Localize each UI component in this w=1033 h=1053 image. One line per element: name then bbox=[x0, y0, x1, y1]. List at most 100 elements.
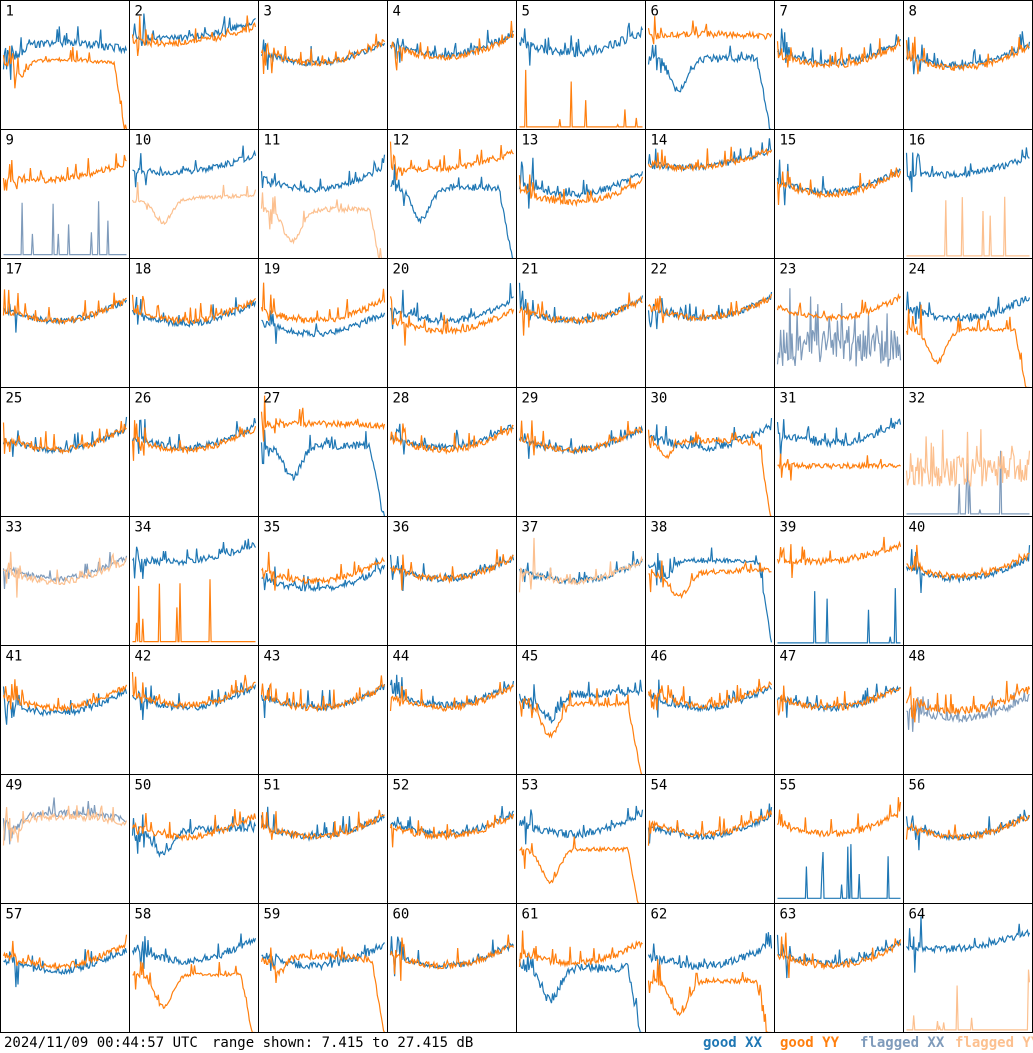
series-xx-line bbox=[905, 31, 1031, 75]
series-xx-line bbox=[2, 686, 128, 725]
panel-frame bbox=[258, 774, 388, 904]
series-xx-line bbox=[131, 814, 257, 859]
panel-frame bbox=[0, 903, 130, 1033]
panel-28: 28 bbox=[387, 387, 517, 517]
panel-50: 50 bbox=[129, 774, 259, 904]
panel-11: 11 bbox=[258, 129, 388, 259]
series-yy-line bbox=[905, 680, 1031, 723]
panel-27: 27 bbox=[258, 387, 388, 517]
series-xx-line bbox=[776, 417, 902, 459]
series-yy-line bbox=[906, 969, 1031, 1031]
panel-label: 3 bbox=[264, 4, 272, 20]
panel-frame bbox=[645, 129, 775, 259]
panel-label: 13 bbox=[522, 133, 539, 149]
series-xx-line bbox=[390, 164, 514, 259]
panel-30: 30 bbox=[645, 387, 775, 517]
panel-label: 5 bbox=[522, 4, 530, 20]
panel-label: 54 bbox=[651, 778, 668, 794]
series-xx-line bbox=[776, 288, 902, 367]
series-xx-line bbox=[906, 916, 1031, 973]
panel-frame bbox=[387, 0, 517, 130]
panel-frame bbox=[774, 387, 904, 517]
panel-37: 37 bbox=[516, 516, 646, 646]
panel-label: 27 bbox=[264, 391, 281, 407]
panel-frame bbox=[129, 387, 259, 517]
series-yy-line bbox=[647, 429, 772, 517]
panel-label: 15 bbox=[780, 133, 797, 149]
panel-46: 46 bbox=[645, 645, 775, 775]
series-yy-line bbox=[389, 423, 514, 455]
panel-52: 52 bbox=[387, 774, 517, 904]
series-yy-line bbox=[2, 45, 128, 130]
series-yy-line bbox=[2, 805, 128, 846]
panel-label: 4 bbox=[393, 4, 401, 20]
panel-1: 1 bbox=[0, 0, 130, 130]
series-yy-line bbox=[647, 808, 773, 846]
series-yy-line bbox=[518, 292, 643, 336]
panel-frame bbox=[516, 774, 646, 904]
series-xx-line bbox=[647, 44, 772, 130]
series-xx-line bbox=[389, 936, 514, 977]
panel-label: 45 bbox=[522, 649, 539, 665]
series-yy-line bbox=[389, 813, 515, 848]
series-yy-line bbox=[905, 814, 1030, 841]
panel-frame bbox=[129, 0, 259, 130]
series-yy-line bbox=[260, 282, 386, 324]
panel-label: 19 bbox=[264, 262, 281, 278]
panel-frame bbox=[903, 258, 1033, 388]
series-yy-line bbox=[776, 797, 902, 838]
panel-label: 34 bbox=[135, 520, 152, 536]
series-xx-line bbox=[776, 28, 902, 67]
panel-label: 37 bbox=[522, 520, 539, 536]
panel-label: 61 bbox=[522, 907, 539, 923]
series-xx-line bbox=[389, 674, 515, 709]
panel-22: 22 bbox=[645, 258, 775, 388]
series-yy-line bbox=[2, 289, 127, 326]
panel-label: 51 bbox=[264, 778, 281, 794]
panel-label: 29 bbox=[522, 391, 539, 407]
series-xx-line bbox=[648, 417, 773, 453]
series-xx-line bbox=[132, 145, 257, 188]
series-yy-line bbox=[518, 174, 644, 208]
series-yy-line bbox=[260, 33, 386, 75]
series-xx-line bbox=[518, 551, 644, 586]
panel-9: 9 bbox=[0, 129, 130, 259]
panel-label: 30 bbox=[651, 391, 668, 407]
panel-32: 32 bbox=[903, 387, 1033, 517]
series-yy-line bbox=[2, 421, 127, 455]
series-yy-line bbox=[777, 453, 901, 481]
panel-43: 43 bbox=[258, 645, 388, 775]
series-yy-line bbox=[776, 167, 902, 206]
panel-label: 10 bbox=[135, 133, 152, 149]
series-yy-line bbox=[776, 293, 902, 322]
series-xx-line bbox=[389, 29, 514, 63]
series-yy-line bbox=[906, 196, 1030, 257]
series-yy-line bbox=[648, 293, 773, 324]
panel-17: 17 bbox=[0, 258, 130, 388]
panel-8: 8 bbox=[903, 0, 1033, 130]
panel-label: 35 bbox=[264, 520, 281, 536]
series-xx-line bbox=[261, 310, 386, 344]
legend-flagged-yy: flagged YY bbox=[955, 1035, 1033, 1051]
panel-26: 26 bbox=[129, 387, 259, 517]
panel-13: 13 bbox=[516, 129, 646, 259]
panel-label: 42 bbox=[135, 649, 152, 665]
panel-label: 11 bbox=[264, 133, 281, 149]
series-yy-line bbox=[519, 836, 643, 904]
series-xx-line bbox=[260, 429, 386, 517]
series-xx-line bbox=[260, 806, 385, 842]
panel-23: 23 bbox=[774, 258, 904, 388]
panel-48: 48 bbox=[903, 645, 1033, 775]
panel-6: 6 bbox=[645, 0, 775, 130]
series-yy-line bbox=[261, 551, 385, 591]
series-xx-line bbox=[261, 556, 386, 593]
panel-59: 59 bbox=[258, 903, 388, 1033]
series-yy-line bbox=[905, 304, 1030, 388]
panel-frame bbox=[645, 645, 775, 775]
series-yy-line bbox=[776, 932, 902, 979]
panel-label: 55 bbox=[780, 778, 797, 794]
panel-frame bbox=[129, 645, 259, 775]
panel-21: 21 bbox=[516, 258, 646, 388]
series-yy-line bbox=[131, 182, 257, 225]
panel-frame bbox=[258, 129, 388, 259]
